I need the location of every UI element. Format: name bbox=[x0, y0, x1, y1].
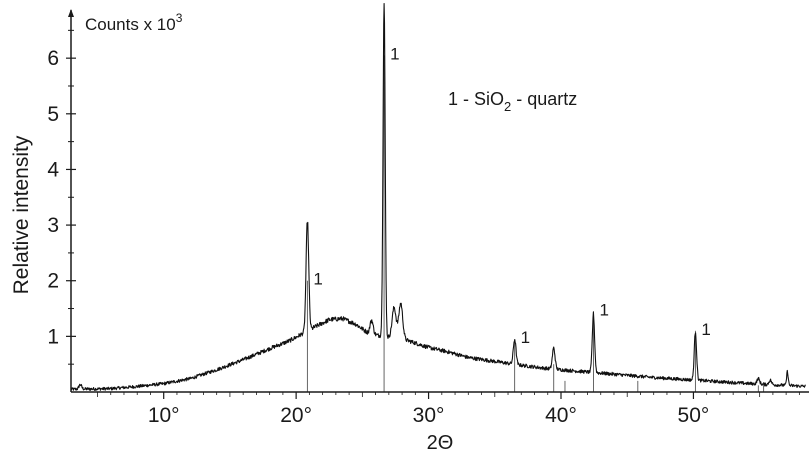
diffractogram-line bbox=[70, 2, 806, 391]
legend: 1 - SiO2 - quartz bbox=[448, 89, 577, 114]
y-unit-base: Counts x 10 bbox=[85, 15, 176, 34]
legend-prefix: 1 - SiO bbox=[448, 89, 504, 109]
peak-label: 1 bbox=[599, 300, 608, 319]
y-unit-exponent: 3 bbox=[176, 11, 183, 25]
series-group bbox=[70, 2, 806, 391]
y-axis-arrow bbox=[68, 9, 74, 17]
y-tick-label: 2 bbox=[47, 270, 59, 293]
x-tick-label: 50° bbox=[678, 404, 710, 427]
legend-subscript: 2 bbox=[504, 99, 511, 114]
peak-label: 1 bbox=[313, 270, 322, 289]
x-axis-label: 2Θ bbox=[427, 432, 454, 454]
x-tick-label: 10° bbox=[148, 404, 180, 427]
x-tick-label: 20° bbox=[280, 404, 312, 427]
y-tick-label: 1 bbox=[47, 325, 59, 348]
y-axis-label: Relative intensity bbox=[10, 135, 33, 294]
peak-label: 1 bbox=[390, 44, 399, 63]
y-tick-label: 4 bbox=[47, 158, 59, 181]
ticks: 1 2 3 4 5 6 10° 20° 30° 40° 50° bbox=[47, 29, 800, 427]
legend-suffix: - quartz bbox=[511, 89, 577, 109]
reference-lines bbox=[306, 55, 765, 392]
axes bbox=[68, 9, 809, 393]
x-tick-label: 40° bbox=[545, 404, 577, 427]
peak-label: 1 bbox=[521, 328, 530, 347]
y-tick-label: 5 bbox=[47, 103, 59, 126]
y-unit-label: Counts x 103 bbox=[85, 11, 183, 34]
y-tick-label: 3 bbox=[47, 214, 59, 237]
peak-labels: 1 1 1 1 1 bbox=[313, 44, 710, 347]
y-tick-label: 6 bbox=[47, 47, 59, 70]
peak-label: 1 bbox=[701, 320, 710, 339]
x-tick-label: 30° bbox=[413, 404, 445, 427]
